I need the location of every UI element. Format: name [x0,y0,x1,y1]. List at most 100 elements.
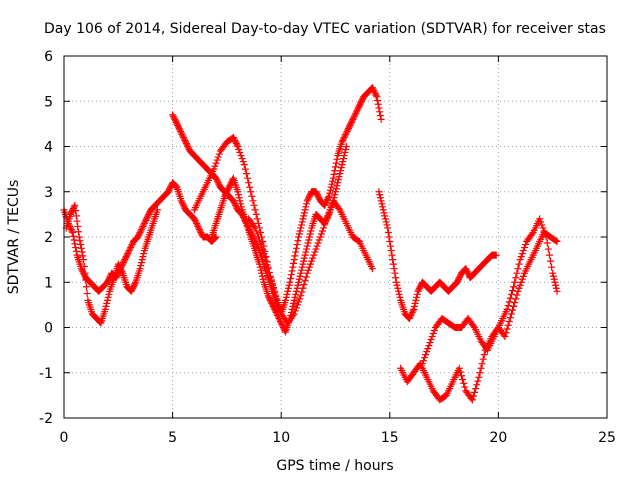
data-point [80,271,88,279]
data-point [342,143,350,150]
data-point [348,117,356,125]
data-point [295,230,303,238]
data-point [376,108,384,116]
data-point [250,222,258,230]
data-point [255,236,263,244]
data-point [260,250,268,258]
data-point [182,139,190,147]
data-point [138,256,146,264]
data-point [102,302,110,310]
data-point [373,93,381,101]
data-point [275,302,283,310]
y-tick-label: -2 [39,411,53,427]
data-point [141,218,149,226]
y-tick-label: 6 [44,49,53,65]
data-point [304,266,312,274]
data-point [245,179,253,187]
data-point [419,357,427,365]
data-point [169,112,177,120]
data-point [229,133,237,141]
data-point [551,278,559,286]
data-point [288,267,296,275]
data-point [211,162,219,170]
data-point [287,271,295,279]
data-point [339,135,347,143]
data-point [72,207,80,215]
data-point [142,216,150,224]
data-point [72,247,80,255]
data-point [333,155,341,163]
data-point [236,197,244,205]
data-point [145,210,153,218]
data-point [305,194,313,202]
data-point [343,127,351,135]
data-point [253,215,261,223]
data-point [252,210,260,218]
data-point [383,221,391,229]
data-point [292,248,300,256]
data-point [378,200,386,208]
data-point [134,233,142,241]
data-point [427,336,435,344]
data-point [318,227,326,235]
data-point [377,115,385,123]
data-point [235,146,243,154]
data-point [128,241,136,249]
data-point [424,345,432,353]
data-point [270,284,278,292]
data-point [306,230,314,238]
data-point [335,204,343,212]
data-point [340,133,348,141]
data-point [265,268,273,276]
data-point [477,364,485,372]
data-point [179,201,187,209]
data-point [69,232,77,240]
data-point [342,146,350,154]
data-point [74,222,82,230]
data-point [358,96,366,104]
data-point [137,262,145,270]
data-point [412,296,420,304]
data-point [314,192,322,200]
data-point [128,286,136,294]
data-point [73,217,81,225]
data-point [513,291,521,299]
data-point [289,263,297,271]
data-point [322,218,330,226]
data-point [395,290,403,298]
data-point [135,231,143,239]
data-point [235,194,243,202]
data-point [240,161,248,169]
data-point [254,233,262,241]
data-point [267,276,275,284]
data-point [376,112,384,120]
data-point [307,260,315,268]
data-point [313,242,321,250]
data-point [423,348,431,356]
data-point [104,293,112,301]
data-point [297,269,305,277]
data-point [139,222,147,230]
data-point [305,263,313,271]
data-point [294,237,302,245]
data-point [72,212,80,220]
data-point [338,161,346,169]
y-tick-label: 5 [44,94,53,110]
y-tick-label: 2 [44,230,53,246]
data-point [212,174,220,182]
data-point [345,124,353,132]
data-point [221,191,229,199]
data-point [377,197,385,205]
data-point [81,269,89,277]
data-point [376,194,384,202]
data-point [461,383,469,391]
data-point [328,180,336,188]
data-point [307,227,315,235]
data-point [355,102,363,110]
data-point [297,292,305,300]
data-point [175,124,183,132]
data-point [266,296,274,304]
data-point [282,296,290,304]
data-point [68,227,76,235]
